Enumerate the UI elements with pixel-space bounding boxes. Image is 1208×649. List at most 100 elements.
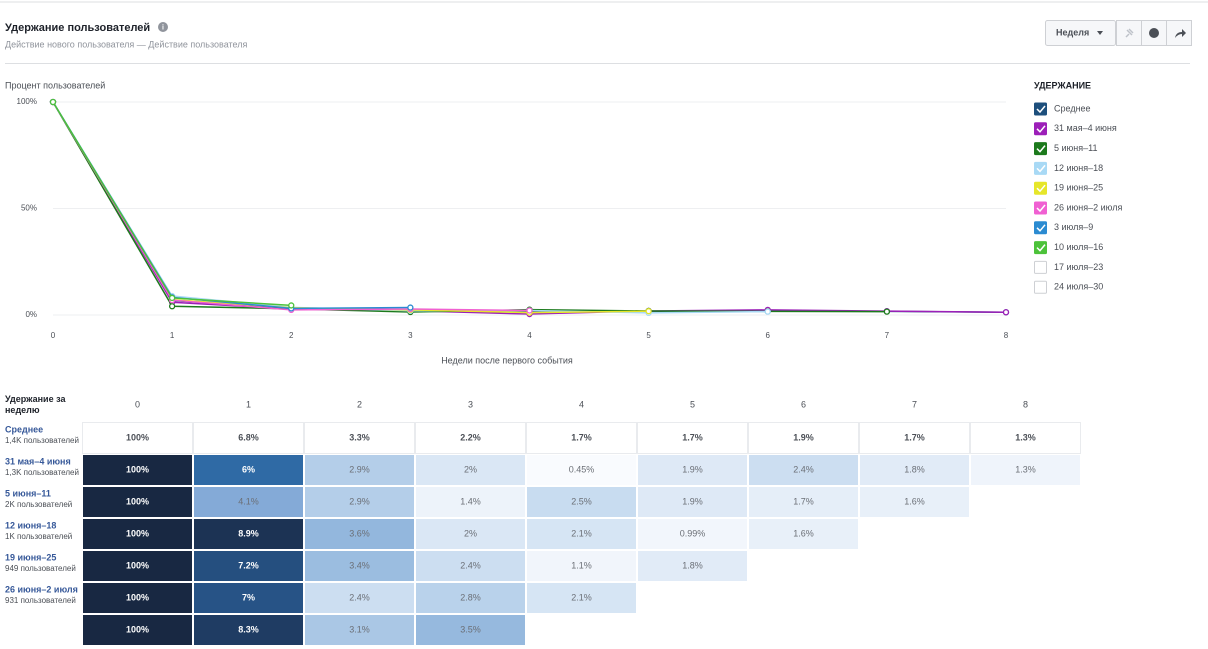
series-point xyxy=(764,308,771,315)
pin-icon xyxy=(1125,28,1134,38)
legend-check xyxy=(1036,184,1046,193)
series-point xyxy=(526,307,533,314)
page-title: Удержание пользователей xyxy=(5,22,150,34)
retention-cell xyxy=(415,422,526,454)
cell-label: 7.2% xyxy=(238,560,259,570)
table-col-header: 2 xyxy=(357,399,362,409)
y-axis-label: Процент пользователей xyxy=(5,80,105,90)
legend-checkbox[interactable] xyxy=(1034,221,1047,235)
series-line xyxy=(52,101,530,312)
retention-cell xyxy=(82,454,193,486)
legend-label: Среднее xyxy=(1054,103,1091,113)
retention-cell xyxy=(304,550,415,582)
table-col-header: 0 xyxy=(135,399,140,409)
cell-label: 2% xyxy=(464,528,477,538)
cell-label: 1.3% xyxy=(1015,432,1036,442)
cell-label: 100% xyxy=(126,592,149,602)
row-users: 931 пользователей xyxy=(5,596,76,605)
retention-cell xyxy=(526,422,637,454)
x-tick-label: 3 xyxy=(408,331,413,340)
legend-checkbox[interactable] xyxy=(1034,241,1047,255)
cell-label: 1.7% xyxy=(682,432,703,442)
legend-checkbox[interactable] xyxy=(1034,122,1047,136)
cell-label: 2.4% xyxy=(793,464,814,474)
retention-cell xyxy=(415,518,526,550)
row-users: 1K пользователей xyxy=(5,532,72,541)
legend-checkbox[interactable] xyxy=(1034,142,1047,156)
cell-label: 1.7% xyxy=(793,496,814,506)
series-point xyxy=(168,294,176,302)
series-line xyxy=(52,101,1007,313)
retention-cell xyxy=(415,486,526,518)
retention-cell xyxy=(859,422,970,454)
retention-cell xyxy=(193,486,304,518)
cell-label: 1.7% xyxy=(904,432,925,442)
cell-label: 2.9% xyxy=(349,496,370,506)
legend-check xyxy=(1036,204,1046,213)
legend-check xyxy=(1036,125,1046,133)
cell-label: 1.8% xyxy=(682,560,703,570)
retention-cell xyxy=(82,550,193,582)
legend-check xyxy=(1036,244,1046,252)
legend-label: 24 июля–30 xyxy=(1054,282,1103,292)
info-glyph: i xyxy=(162,24,164,31)
cell-label: 0.45% xyxy=(569,464,595,474)
retention-cell xyxy=(82,614,193,646)
y-tick-label: 100% xyxy=(17,97,37,106)
retention-cell xyxy=(526,518,637,550)
cell-label: 1.7% xyxy=(571,432,592,442)
cell-label: 1.8% xyxy=(904,464,925,474)
legend-checkbox[interactable] xyxy=(1034,181,1047,195)
legend-title: УДЕРЖАНИЕ xyxy=(1034,80,1091,90)
x-tick-label: 5 xyxy=(646,331,651,340)
row-name: 5 июня–11 xyxy=(5,488,51,498)
row-name: 26 июня–2 июля xyxy=(5,584,78,594)
legend-checkbox[interactable] xyxy=(1034,260,1047,274)
legend-check xyxy=(1036,164,1046,173)
retention-cell xyxy=(304,518,415,550)
retention-cell xyxy=(304,422,415,454)
cell-label: 3.5% xyxy=(460,624,481,634)
retention-cell xyxy=(637,486,748,518)
retention-cell xyxy=(415,614,526,646)
cell-label: 1.9% xyxy=(682,496,703,506)
series-point xyxy=(883,308,891,315)
retention-cell xyxy=(970,454,1081,486)
legend-label: 17 июля–23 xyxy=(1054,262,1103,272)
legend-checkbox[interactable] xyxy=(1034,102,1047,116)
retention-cell xyxy=(970,422,1081,454)
legend-label: 26 июня–2 июля xyxy=(1054,202,1122,212)
cell-label: 2.4% xyxy=(349,592,370,602)
cell-label: 7% xyxy=(242,592,255,602)
series-point xyxy=(288,302,295,309)
table-col-header: 4 xyxy=(579,399,584,409)
row-name: Среднее xyxy=(5,424,43,434)
info-icon[interactable] xyxy=(158,22,168,32)
retention-cell xyxy=(193,614,304,646)
legend-label: 31 мая–4 июня xyxy=(1054,123,1117,133)
legend-checkbox[interactable] xyxy=(1034,280,1047,294)
legend-label: 12 июня–18 xyxy=(1054,163,1103,173)
retention-cell xyxy=(304,582,415,614)
cell-label: 2.2% xyxy=(460,432,481,442)
cell-label: 8.9% xyxy=(238,528,259,538)
cell-label: 100% xyxy=(126,624,149,634)
cell-label: 2.8% xyxy=(460,592,481,602)
retention-cell xyxy=(304,486,415,518)
period-button[interactable] xyxy=(1045,20,1116,46)
legend-checkbox[interactable] xyxy=(1034,161,1047,175)
retention-cell xyxy=(304,454,415,486)
cell-label: 100% xyxy=(126,464,149,474)
retention-cell xyxy=(637,454,748,486)
legend-check xyxy=(1036,224,1046,232)
cell-label: 2.1% xyxy=(571,592,592,602)
x-tick-label: 6 xyxy=(766,331,771,340)
cell-label: 1.6% xyxy=(904,496,925,506)
cell-label: 100% xyxy=(126,496,149,506)
cell-label: 6.8% xyxy=(238,432,259,442)
table-col-header: 5 xyxy=(690,399,695,409)
cell-label: 100% xyxy=(126,432,149,442)
legend-checkbox[interactable] xyxy=(1034,201,1047,215)
cell-label: 2.5% xyxy=(571,496,592,506)
y-tick-label: 50% xyxy=(21,204,37,213)
